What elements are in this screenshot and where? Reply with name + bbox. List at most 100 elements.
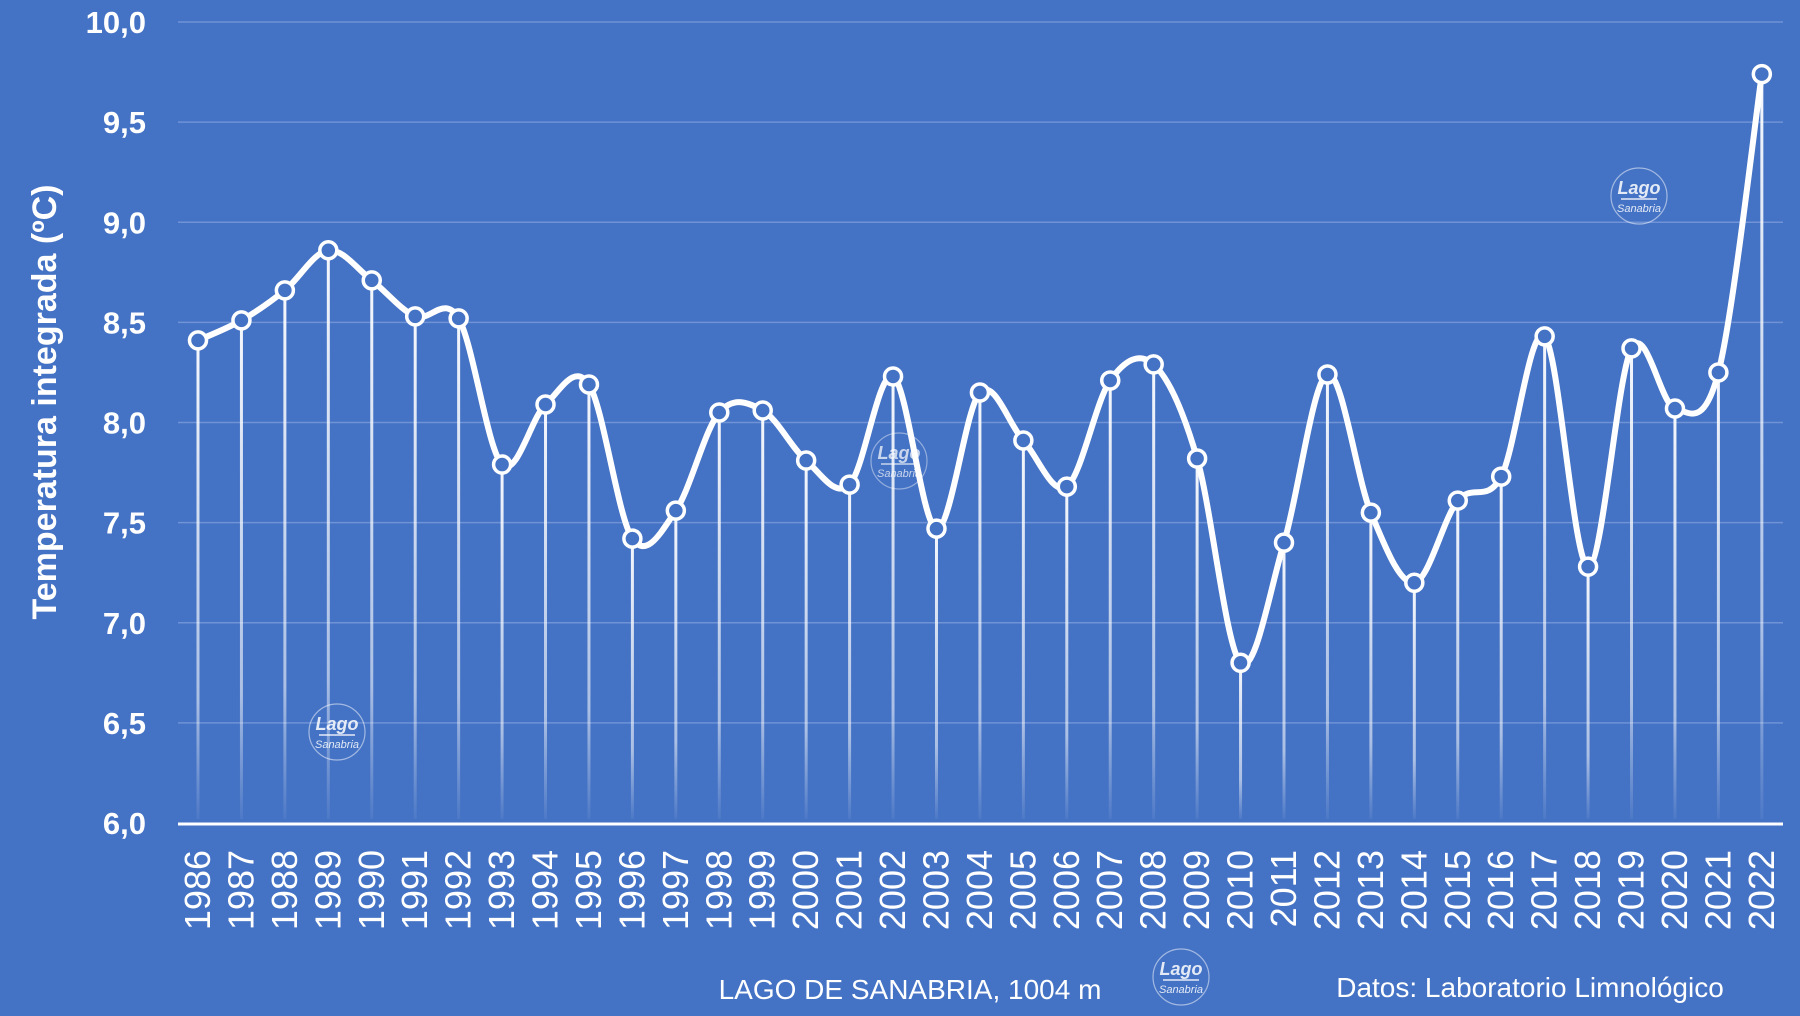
drop-line	[1412, 582, 1416, 819]
drop-line	[1195, 458, 1199, 819]
y-tick-label: 7,0	[103, 606, 146, 641]
x-tick-label: 2000	[785, 850, 826, 930]
data-point	[1664, 398, 1686, 419]
drop-line	[630, 538, 634, 819]
x-tick-label: 1993	[481, 850, 522, 930]
x-tick-label: 2022	[1741, 850, 1782, 930]
data-point	[187, 330, 209, 351]
data-point	[969, 382, 991, 403]
drop-lines	[196, 74, 1764, 820]
y-tick-label: 8,0	[103, 406, 146, 441]
y-tick-label: 7,5	[103, 506, 146, 541]
x-tick-label: 2004	[959, 850, 1000, 930]
data-point	[1273, 532, 1295, 553]
drop-line	[283, 290, 287, 820]
drop-line	[587, 384, 591, 819]
watermark-logo: Lago Sanabria	[1152, 948, 1210, 1006]
drop-line	[804, 460, 808, 819]
drop-line	[1673, 408, 1677, 819]
y-tick-label: 9,5	[103, 105, 146, 140]
svg-text:Sanabria: Sanabria	[877, 468, 921, 480]
y-tick-label: 9,0	[103, 205, 146, 240]
data-point	[926, 518, 947, 539]
svg-text:Sanabria: Sanabria	[1617, 203, 1661, 215]
data-point	[839, 474, 860, 495]
x-tick-label: 2005	[1002, 850, 1043, 930]
footer-location: LAGO DE SANABRIA, 1004 m	[719, 974, 1102, 1005]
x-tick-label: 1986	[177, 850, 218, 930]
x-tick-label: 2013	[1350, 850, 1391, 930]
x-tick-label: 1992	[438, 850, 479, 930]
x-tick-label: 2014	[1393, 850, 1434, 930]
x-tick-label: 1997	[655, 850, 696, 930]
drop-line	[1630, 348, 1634, 819]
drop-line	[978, 392, 982, 819]
drop-line	[934, 528, 938, 819]
data-point	[622, 528, 643, 549]
watermark-logo: Lago Sanabria	[1610, 167, 1668, 225]
y-axis-label: Temperatura integrada (ºC)	[26, 185, 64, 620]
data-point	[1751, 63, 1773, 85]
x-tick-label: 1990	[351, 850, 392, 930]
footer-source: Datos: Laboratorio Limnológico	[1336, 972, 1724, 1003]
data-points	[187, 63, 1773, 674]
data-point	[1013, 430, 1034, 451]
drop-line	[1760, 74, 1764, 819]
x-tick-label: 2001	[829, 850, 870, 930]
data-point	[1360, 502, 1382, 523]
data-point	[1099, 370, 1121, 391]
data-point	[1186, 448, 1208, 469]
data-point	[752, 400, 773, 421]
drop-line	[1325, 374, 1329, 819]
svg-text:Lago: Lago	[878, 443, 921, 463]
x-tick-label: 2016	[1480, 850, 1521, 930]
svg-text:Lago: Lago	[1160, 959, 1203, 979]
data-point	[1577, 556, 1599, 577]
drop-line	[239, 320, 243, 819]
data-point	[361, 270, 383, 291]
x-tick-label: 2009	[1176, 850, 1217, 930]
svg-text:Lago: Lago	[316, 714, 359, 734]
drop-line	[1716, 372, 1720, 819]
x-tick-label: 2006	[1046, 850, 1087, 930]
watermark-logo: Lago Sanabria	[308, 703, 366, 761]
drop-line	[1456, 500, 1460, 819]
drop-line	[1239, 662, 1243, 819]
x-tick-label: 2012	[1306, 850, 1347, 930]
drop-line	[761, 410, 765, 819]
data-point	[1317, 364, 1338, 385]
data-point	[1404, 572, 1425, 593]
y-tick-label: 8,5	[103, 305, 146, 340]
drop-line	[1152, 364, 1156, 819]
watermark-logo: Lago Sanabria	[870, 432, 928, 490]
x-tick-label: 2010	[1220, 850, 1261, 930]
drop-line	[1282, 542, 1286, 819]
drop-line	[413, 316, 417, 819]
data-point	[578, 374, 600, 395]
drop-line	[457, 318, 461, 819]
data-point	[1490, 466, 1512, 487]
x-tick-label: 1998	[698, 850, 739, 930]
drop-line	[1108, 380, 1112, 819]
data-point	[882, 366, 904, 387]
x-tick-label: 1994	[525, 850, 566, 930]
data-point	[1056, 476, 1078, 497]
drop-line	[848, 484, 852, 819]
x-axis-ticks: 1986 1987 1988 1989 1990 1991 1992 1993 1994 1995…	[177, 850, 1782, 930]
x-tick-label: 1987	[220, 850, 261, 930]
drop-line	[326, 250, 330, 819]
x-tick-label: 1995	[568, 850, 609, 930]
x-tick-label: 2003	[915, 850, 956, 930]
x-tick-label: 2021	[1697, 850, 1738, 930]
data-point	[709, 402, 730, 423]
drop-line	[196, 340, 200, 819]
x-tick-label: 2007	[1089, 850, 1130, 930]
y-tick-label: 6,5	[103, 706, 146, 741]
data-point	[1230, 652, 1251, 674]
x-tick-label: 1989	[307, 850, 348, 930]
x-tick-label: 2019	[1611, 850, 1652, 930]
y-axis-ticks: 6,0 6,5 7,0 7,5 8,0 8,5 9,0 9,5 10,0	[86, 5, 146, 841]
drop-line	[500, 464, 504, 819]
drop-line	[717, 412, 721, 819]
